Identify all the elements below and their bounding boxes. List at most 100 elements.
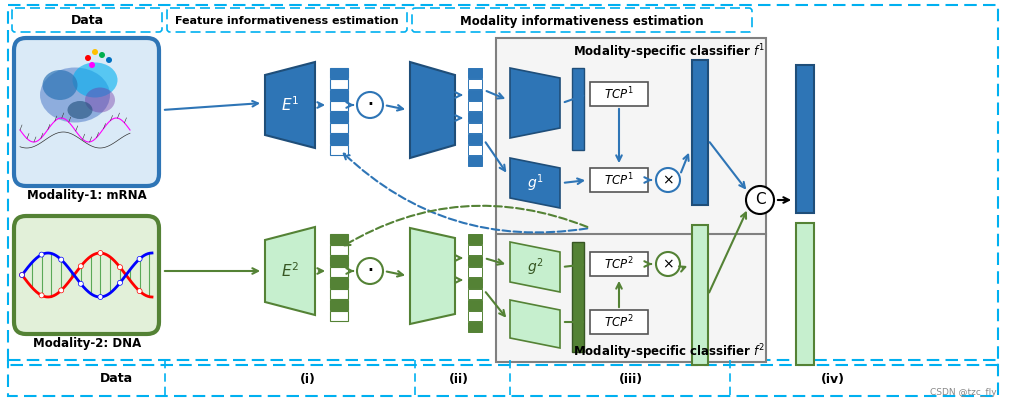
- Bar: [330, 245, 348, 255]
- Bar: [468, 234, 482, 244]
- Text: Modality-1: mRNA: Modality-1: mRNA: [27, 189, 147, 202]
- Bar: [468, 322, 482, 332]
- Polygon shape: [410, 62, 455, 158]
- Ellipse shape: [40, 67, 110, 122]
- Bar: [468, 68, 482, 78]
- FancyBboxPatch shape: [412, 8, 752, 32]
- Bar: [692, 225, 708, 365]
- Text: $g^1$: $g^1$: [527, 172, 544, 194]
- Polygon shape: [510, 158, 560, 208]
- Polygon shape: [510, 300, 560, 348]
- Bar: [330, 90, 348, 100]
- Bar: [692, 60, 708, 205]
- Circle shape: [92, 49, 98, 55]
- Text: (iii): (iii): [619, 372, 643, 385]
- Ellipse shape: [42, 70, 78, 100]
- Text: $g^2$: $g^2$: [527, 256, 543, 278]
- Ellipse shape: [85, 88, 115, 112]
- Bar: [330, 256, 348, 266]
- Circle shape: [357, 92, 383, 118]
- Bar: [468, 256, 482, 266]
- Bar: [330, 123, 348, 133]
- Circle shape: [79, 281, 84, 286]
- Bar: [572, 242, 584, 352]
- Polygon shape: [410, 228, 455, 324]
- Bar: [330, 79, 348, 89]
- Bar: [330, 300, 348, 310]
- Text: Data: Data: [71, 15, 104, 27]
- Circle shape: [19, 273, 24, 278]
- Bar: [468, 311, 482, 321]
- Text: Data: Data: [100, 372, 132, 385]
- Circle shape: [59, 288, 64, 293]
- Bar: [590, 310, 648, 334]
- Text: $TCP^1$: $TCP^1$: [604, 86, 634, 102]
- Polygon shape: [510, 68, 560, 138]
- Text: Modality-specific classifier $f^2$: Modality-specific classifier $f^2$: [573, 342, 766, 362]
- Bar: [330, 234, 348, 244]
- Text: ×: ×: [662, 257, 674, 271]
- Bar: [468, 79, 482, 89]
- Bar: [330, 278, 348, 288]
- Circle shape: [98, 295, 103, 299]
- Bar: [796, 65, 814, 213]
- Circle shape: [357, 258, 383, 284]
- Polygon shape: [510, 242, 560, 292]
- Bar: [330, 267, 348, 277]
- Bar: [468, 112, 482, 122]
- Bar: [468, 278, 482, 288]
- Circle shape: [117, 280, 122, 285]
- Circle shape: [39, 252, 44, 257]
- Circle shape: [99, 52, 105, 58]
- Text: ×: ×: [662, 173, 674, 187]
- Text: $TCP^1$: $TCP^1$: [604, 172, 634, 188]
- Text: $TCP^2$: $TCP^2$: [604, 256, 634, 272]
- Circle shape: [89, 62, 95, 68]
- Ellipse shape: [68, 101, 93, 119]
- Circle shape: [85, 55, 91, 61]
- Bar: [468, 101, 482, 111]
- Ellipse shape: [73, 63, 117, 97]
- Text: (i): (i): [300, 372, 316, 385]
- Bar: [468, 289, 482, 299]
- Bar: [572, 68, 584, 150]
- Bar: [330, 68, 348, 78]
- Text: ·: ·: [366, 259, 374, 283]
- Circle shape: [98, 250, 103, 255]
- Text: Modality-2: DNA: Modality-2: DNA: [33, 337, 141, 349]
- Bar: [468, 134, 482, 144]
- Circle shape: [19, 273, 24, 278]
- Bar: [468, 300, 482, 310]
- Bar: [330, 134, 348, 144]
- Text: CSDN @tzc_fly: CSDN @tzc_fly: [930, 388, 997, 397]
- Bar: [330, 289, 348, 299]
- Text: C: C: [755, 192, 765, 208]
- Text: Feature informativeness estimation: Feature informativeness estimation: [176, 16, 399, 26]
- Bar: [330, 112, 348, 122]
- Bar: [496, 234, 766, 362]
- Circle shape: [117, 265, 122, 270]
- FancyBboxPatch shape: [14, 38, 159, 186]
- Text: Modality informativeness estimation: Modality informativeness estimation: [460, 15, 704, 27]
- Circle shape: [656, 168, 680, 192]
- Bar: [330, 311, 348, 321]
- Circle shape: [39, 293, 44, 298]
- Text: $E^2$: $E^2$: [281, 262, 300, 280]
- Polygon shape: [265, 227, 315, 315]
- Circle shape: [59, 257, 64, 262]
- Bar: [468, 145, 482, 155]
- FancyBboxPatch shape: [12, 8, 162, 32]
- Bar: [796, 223, 814, 365]
- Text: (ii): (ii): [449, 372, 469, 385]
- Text: Modality-specific classifier $f^1$: Modality-specific classifier $f^1$: [573, 42, 766, 62]
- Circle shape: [746, 186, 774, 214]
- Bar: [330, 145, 348, 155]
- Bar: [330, 101, 348, 111]
- FancyBboxPatch shape: [167, 8, 407, 32]
- Polygon shape: [265, 62, 315, 148]
- Circle shape: [137, 288, 142, 294]
- Circle shape: [79, 264, 84, 269]
- Bar: [468, 267, 482, 277]
- Bar: [468, 245, 482, 255]
- Bar: [468, 156, 482, 166]
